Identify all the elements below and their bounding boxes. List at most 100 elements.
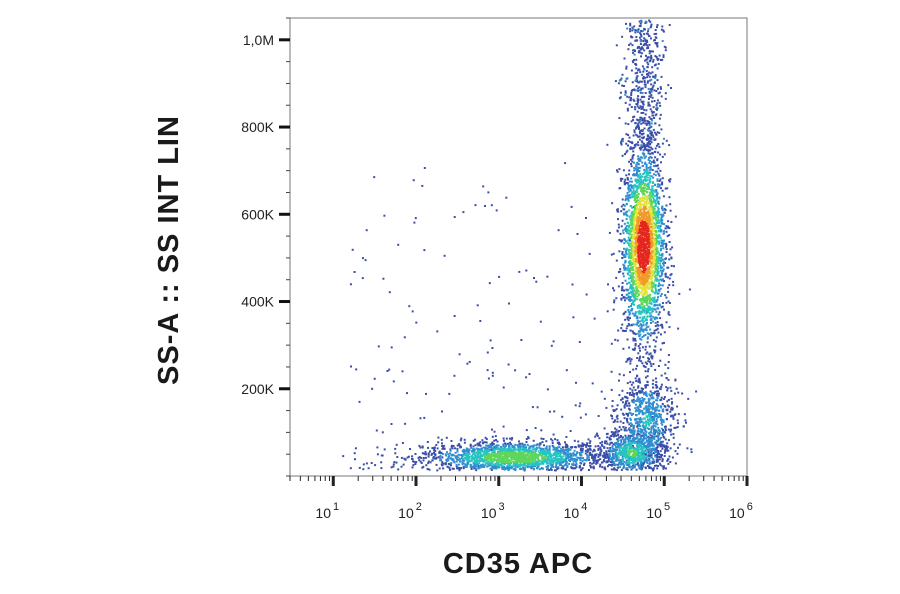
data-point [665, 248, 668, 251]
data-point [427, 455, 430, 458]
data-point [644, 427, 647, 430]
data-point [651, 320, 654, 323]
data-point [628, 254, 631, 257]
data-point [613, 289, 616, 292]
data-point [647, 28, 650, 31]
data-point [649, 130, 652, 133]
data-point [646, 408, 649, 411]
data-point [640, 444, 642, 447]
data-point [626, 293, 629, 296]
data-point [480, 466, 483, 469]
data-point [546, 457, 549, 460]
data-point [637, 378, 640, 381]
data-point [635, 85, 638, 88]
data-point [652, 182, 654, 184]
data-point [436, 330, 439, 333]
data-point [645, 424, 648, 427]
data-point [556, 448, 559, 450]
data-point [625, 437, 628, 440]
data-point [648, 445, 651, 448]
data-point [608, 443, 611, 446]
data-point [444, 453, 447, 456]
data-point [624, 426, 627, 429]
data-point [672, 417, 675, 420]
data-point [648, 467, 651, 470]
data-point [584, 413, 587, 416]
data-point [639, 166, 642, 169]
data-point [658, 211, 661, 214]
data-point [651, 161, 653, 163]
data-point [605, 453, 608, 456]
data-point [632, 339, 635, 342]
data-point [655, 193, 658, 196]
data-point [639, 435, 642, 438]
data-point [606, 442, 609, 445]
data-point [652, 297, 655, 300]
data-point [617, 285, 620, 288]
data-point [639, 425, 642, 428]
data-point [518, 270, 521, 273]
data-point [639, 91, 642, 94]
data-point [590, 466, 592, 469]
data-point [651, 310, 654, 313]
data-point [633, 25, 636, 28]
data-point [647, 148, 650, 151]
data-point [655, 447, 658, 449]
data-point [631, 391, 634, 394]
data-point [572, 463, 575, 466]
data-point [616, 420, 619, 423]
data-point [644, 86, 647, 89]
data-point [632, 278, 635, 281]
data-point [624, 250, 627, 253]
data-point [620, 435, 622, 437]
data-point [488, 446, 491, 449]
data-point [474, 467, 477, 470]
data-point [452, 460, 455, 463]
data-point [653, 150, 656, 153]
data-point [623, 296, 626, 299]
data-point [669, 178, 672, 181]
data-point [656, 440, 659, 443]
data-point [433, 447, 436, 450]
data-point [656, 206, 659, 209]
data-point [501, 447, 504, 450]
data-point [668, 196, 671, 199]
data-point [642, 433, 645, 436]
data-point [683, 413, 686, 416]
data-point [647, 360, 650, 363]
data-point [655, 449, 658, 452]
data-point [470, 446, 473, 449]
data-point [640, 108, 643, 110]
data-point [630, 450, 633, 453]
data-point [632, 429, 635, 432]
data-point [507, 452, 510, 455]
data-point [632, 119, 635, 121]
data-point [633, 290, 636, 292]
data-point [631, 424, 634, 427]
data-point [663, 465, 665, 468]
data-point [634, 314, 637, 317]
data-point [637, 454, 640, 457]
data-point [690, 451, 693, 454]
data-point [445, 458, 448, 461]
data-point [660, 256, 663, 259]
data-point [645, 431, 648, 433]
data-point [655, 420, 658, 423]
data-point [632, 452, 635, 455]
data-point [535, 446, 538, 449]
data-point [625, 249, 628, 252]
data-point [578, 465, 581, 467]
data-point [403, 336, 406, 339]
data-point [661, 213, 664, 216]
data-point [647, 98, 650, 100]
data-point [632, 368, 635, 371]
data-point [550, 438, 553, 441]
data-point [572, 452, 575, 455]
data-point [626, 392, 629, 394]
data-point [624, 259, 627, 262]
data-point [562, 455, 565, 458]
data-point [623, 266, 625, 269]
data-point [426, 467, 429, 470]
data-point [659, 86, 662, 89]
data-point [656, 406, 659, 409]
